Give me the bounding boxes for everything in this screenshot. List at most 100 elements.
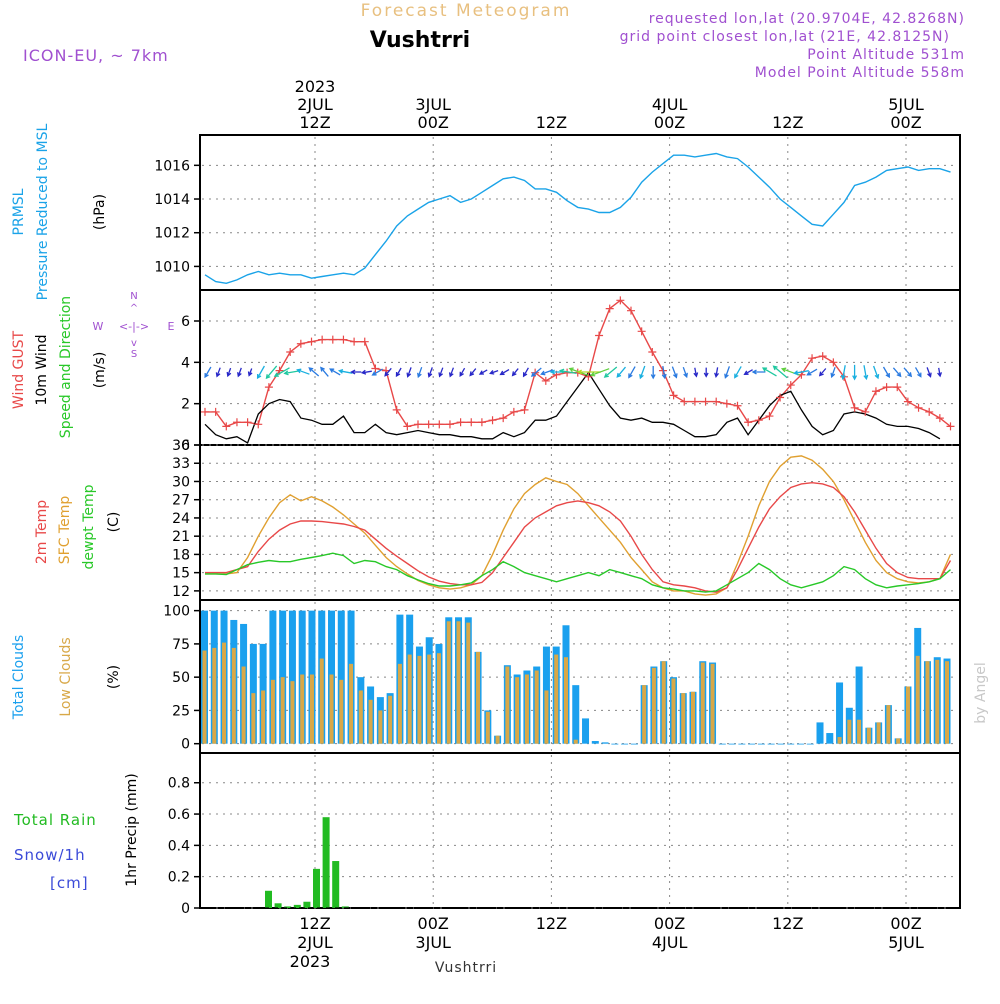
cloud-bars [201,610,951,745]
model-altitude: Model Point Altitude 558m [755,65,965,81]
low-cloud-bar [681,693,686,744]
wind-arrow [661,365,667,380]
wind-arrow [204,366,212,379]
low-cloud-bar [671,678,676,744]
compass-legend: N ^ W <-|-> E v S [93,291,175,360]
low-cloud-bar [544,690,549,744]
y-tick-label: 24 [172,511,190,527]
wind-arrow [937,367,943,378]
low-cloud-bar [368,699,373,744]
dewpt-label: dewpt Temp [81,484,97,569]
low-cloud-bar [270,679,275,744]
bottom-hour-label: 00Z [418,914,449,933]
y-tick-label: 33 [172,456,190,472]
bottom-year-label: 2023 [290,952,331,971]
y-tick-label: 0.2 [168,870,190,886]
wind-arrow [511,368,519,377]
low-cloud-bar [407,654,412,744]
low-cloud-bar [495,735,500,744]
wind-arrow [852,364,858,381]
gust-point [318,335,327,344]
rain-bar [322,817,330,908]
wind-arrow [589,368,610,377]
wind-arrow [639,365,646,380]
y-tick-label: 0 [181,438,190,454]
low-cloud-bar [563,657,568,744]
total-cloud-bar [337,610,345,744]
low-cloud-bar [554,654,559,744]
gust-point [360,337,369,346]
wind-arrow [459,367,466,377]
gust-point [680,397,689,406]
low-cloud-bar [329,674,334,744]
wind-arrow [628,366,636,379]
compass-down: v [131,338,137,349]
gust-point [786,381,795,390]
wind-arrow [427,367,433,378]
y-tick-label: 1012 [154,226,190,242]
wind-arrow [350,369,362,375]
rain-bar [265,890,272,908]
gust-point [733,401,742,410]
y-tick-label: 27 [172,493,190,509]
gust-point [328,335,337,344]
total-cloud-bar [591,741,599,744]
wind-arrow [237,367,242,378]
low-cloud-bar [935,659,940,744]
wind-arrow [603,366,618,378]
top-hour-label: 12Z [299,113,330,132]
top-day-label: 4JUL [652,95,688,114]
gust-point [765,412,774,421]
low-cloud-bar [573,739,578,744]
wind-arrow [247,368,253,377]
gust-label: Wind GUST [11,330,27,409]
y-tick-label: 0.4 [168,838,190,854]
gust-point [701,397,710,406]
wind-arrow [751,369,766,375]
rain-bar [341,906,349,908]
y-tick-label: 30 [172,474,190,490]
low-cloud-bar [261,690,266,744]
wind-arrow [540,369,554,376]
y-tick-label: 18 [172,547,190,563]
wind-arrow [360,369,372,375]
rain-bar [303,901,311,908]
wind-arrow [296,368,310,375]
total-cloud-bar [767,743,775,745]
gust-point [818,352,827,361]
low-cloud-bar [866,727,871,744]
low-cloud-bar [925,661,930,744]
total-cloud-bar [836,682,844,744]
sfc-label: SFC Temp [57,496,73,565]
wind-arrow [806,368,818,376]
total-cloud-bar [816,722,824,744]
gust-point [850,403,859,412]
total-cloud-bar [611,743,619,745]
low-cloud-bar [515,677,520,744]
top-hour-label: 12Z [772,113,803,132]
low-cloud-bar [251,693,256,744]
low-cloud-bar [309,674,314,744]
wind-arrow [499,369,510,376]
gust-point [595,331,604,340]
requested-coords: requested lon,lat (20.9704E, 42.8268N) [649,11,965,27]
top-hour-label: 12Z [536,113,567,132]
low-cloud-bar [876,722,881,744]
snow-cm-label: [cm] [50,874,89,892]
wind-arrow [438,367,444,378]
wind-arrow [256,365,265,380]
wind-arrow [761,367,777,377]
snow-label: Snow/1h [14,846,86,864]
total-cloud-bar [738,743,746,745]
bottom-day-label: 2JUL [297,933,333,952]
gust-point [829,358,838,367]
y-tick-label: 1014 [154,192,190,208]
gust-point [392,405,401,414]
point-altitude: Point Altitude 531m [807,47,965,63]
gust-point [403,422,412,431]
low-cloud-bar [417,655,422,744]
total-cloud-bar [621,743,629,745]
compass-e: E [168,320,175,333]
low-cloud-bar [466,622,471,744]
total-cloud-bar [269,610,277,744]
